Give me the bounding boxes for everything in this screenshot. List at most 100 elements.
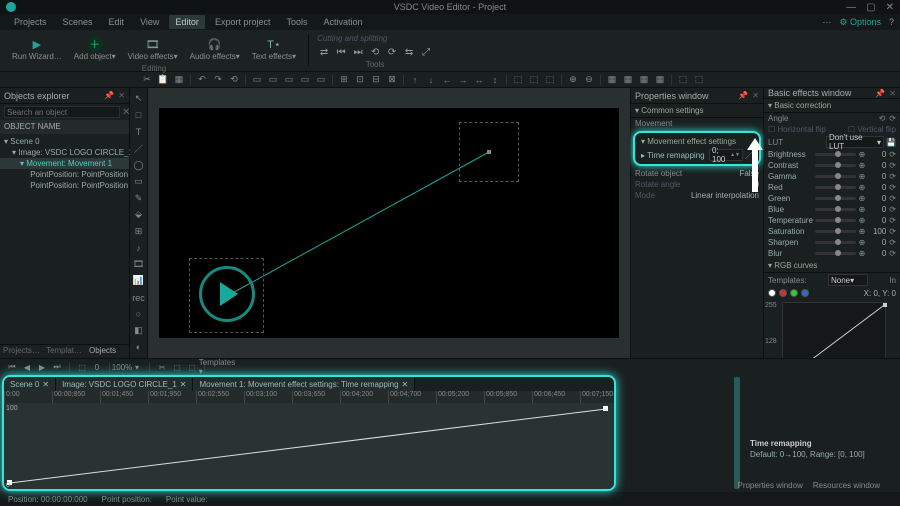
refresh-icon[interactable]: ⟳: [889, 238, 896, 247]
toolbar-icon[interactable]: 📋: [156, 73, 170, 87]
slider-track[interactable]: [815, 208, 856, 211]
toolbar-icon[interactable]: ⊖: [582, 73, 596, 87]
maximize-button[interactable]: ▢: [866, 2, 875, 13]
toolbar-icon[interactable]: →: [456, 73, 470, 87]
menu-scenes[interactable]: Scenes: [57, 15, 99, 29]
timeline-body[interactable]: 100 0: [4, 403, 614, 491]
tool-button[interactable]: ⬙: [132, 208, 146, 222]
toolbar-icon[interactable]: ←: [440, 73, 454, 87]
tab-close-icon[interactable]: ✕: [42, 380, 49, 389]
timeline-ctrl[interactable]: ▾: [131, 361, 143, 373]
slider-track[interactable]: [815, 241, 856, 244]
timeline-ctrl[interactable]: ✂: [156, 361, 168, 373]
slider-track[interactable]: [815, 219, 856, 222]
search-input[interactable]: [4, 106, 120, 118]
tool-button[interactable]: ◧: [132, 324, 146, 338]
tool-button[interactable]: ✎: [132, 191, 146, 205]
timeline-ctrl[interactable]: ⬚: [76, 361, 88, 373]
tab-resources[interactable]: Resources window: [813, 481, 880, 490]
tree-node[interactable]: PointPosition: PointPosition 1: [0, 180, 129, 191]
tool-button[interactable]: ⊞: [132, 225, 146, 239]
help-button[interactable]: ?: [889, 17, 894, 28]
slider-track[interactable]: [815, 252, 856, 255]
tool-button[interactable]: ◯: [132, 158, 146, 172]
toolbar-icon[interactable]: ⊡: [353, 73, 367, 87]
reset-icon[interactable]: ⊕: [859, 150, 866, 159]
toolbar-icon[interactable]: ▭: [266, 73, 280, 87]
channel-all[interactable]: [768, 289, 776, 297]
menu-activation[interactable]: Activation: [317, 15, 368, 29]
tool-button[interactable]: ／: [132, 142, 146, 156]
toolbar-icon[interactable]: ↔: [472, 73, 486, 87]
toolbar-icon[interactable]: ▦: [605, 73, 619, 87]
ribbon-video-effects-[interactable]: 🎞Video effects▾: [124, 34, 182, 63]
section-movement[interactable]: ▾ Movement effect settings: [637, 135, 757, 148]
panel-close-icon[interactable]: ✕: [889, 89, 896, 98]
toolbar-icon[interactable]: ▭: [250, 73, 264, 87]
minimize-button[interactable]: —: [846, 2, 856, 13]
toolbar-icon[interactable]: ⟲: [227, 73, 241, 87]
toolbar-icon[interactable]: ▦: [653, 73, 667, 87]
explorer-tab[interactable]: Projects…: [0, 344, 43, 358]
reset-icon[interactable]: ⊕: [859, 227, 866, 236]
tool-icon[interactable]: ⏭: [351, 45, 365, 59]
section-common[interactable]: ▾ Common settings: [631, 104, 763, 118]
timeline-ruler[interactable]: 0:0000:00;85000:01;45000:01;95000:02;550…: [4, 391, 614, 403]
timeline-ctrl[interactable]: 0: [91, 361, 103, 373]
tree-node[interactable]: ▾ Movement: Movement 1: [0, 158, 129, 169]
refresh-icon[interactable]: ⟳: [889, 172, 896, 181]
explorer-tab[interactable]: Objects …: [86, 344, 129, 358]
refresh-icon[interactable]: ⟳: [889, 150, 896, 159]
reset-icon[interactable]: ⊕: [859, 205, 866, 214]
panel-close-icon[interactable]: ✕: [752, 91, 759, 100]
ribbon-add-object-[interactable]: ＋Add object▾: [70, 34, 120, 63]
lut-save-icon[interactable]: 💾: [886, 138, 896, 147]
options-button[interactable]: ⚙ Options: [839, 17, 881, 28]
toolbar-icon[interactable]: ↑: [408, 73, 422, 87]
close-button[interactable]: ✕: [886, 2, 894, 13]
reset-icon[interactable]: ⊕: [859, 216, 866, 225]
menu-view[interactable]: View: [134, 15, 165, 29]
refresh-icon[interactable]: ⟳: [889, 227, 896, 236]
refresh-icon[interactable]: ⟳: [889, 161, 896, 170]
reset-icon[interactable]: ⊕: [859, 194, 866, 203]
tool-button[interactable]: ▭: [132, 175, 146, 189]
toolbar-icon[interactable]: ⊟: [369, 73, 383, 87]
time-remapping-field[interactable]: 0; 100▲▼: [709, 149, 743, 161]
template-select[interactable]: None ▾: [828, 274, 868, 286]
timeline-ctrl[interactable]: 100%: [116, 361, 128, 373]
toolbar-icon[interactable]: ⬚: [543, 73, 557, 87]
toolbar-icon[interactable]: ⊕: [566, 73, 580, 87]
tree-node[interactable]: ▾ Scene 0: [0, 136, 129, 147]
channel-red[interactable]: [779, 289, 787, 297]
tab-close-icon[interactable]: ✕: [180, 380, 187, 389]
toolbar-icon[interactable]: ▭: [314, 73, 328, 87]
lut-select[interactable]: Don't use LUT ▾: [826, 136, 884, 148]
tab-properties[interactable]: Properties window: [737, 481, 802, 490]
toolbar-icon[interactable]: ▦: [621, 73, 635, 87]
tool-button[interactable]: 📊: [132, 274, 146, 288]
logo-play-icon[interactable]: [199, 266, 255, 322]
timeline-tab[interactable]: Image: VSDC LOGO CIRCLE_1 ✕: [56, 377, 193, 391]
toolbar-icon[interactable]: ↷: [211, 73, 225, 87]
rotate-left-icon[interactable]: ⟲: [879, 114, 886, 123]
refresh-icon[interactable]: ⟳: [889, 205, 896, 214]
section-basic-correction[interactable]: ▾ Basic correction: [764, 99, 900, 113]
refresh-icon[interactable]: ⟳: [889, 216, 896, 225]
slider-track[interactable]: [815, 186, 856, 189]
slider-track[interactable]: [815, 197, 856, 200]
reset-icon[interactable]: ⊕: [859, 161, 866, 170]
explorer-tab[interactable]: Templat…: [43, 344, 86, 358]
reset-icon[interactable]: ⊕: [859, 238, 866, 247]
pin-icon[interactable]: 📌: [875, 89, 885, 98]
refresh-icon[interactable]: ⟳: [889, 194, 896, 203]
pin-icon[interactable]: 📌: [738, 91, 748, 100]
tab-close-icon[interactable]: ✕: [402, 380, 409, 389]
tool-button[interactable]: ○: [132, 307, 146, 321]
timeline-ctrl[interactable]: ▶: [36, 361, 48, 373]
panel-close-icon[interactable]: ✕: [118, 91, 125, 100]
toolbar-icon[interactable]: ⬚: [511, 73, 525, 87]
tool-icon[interactable]: ⟳: [385, 45, 399, 59]
timeline-tab[interactable]: Movement 1: Movement effect settings: Ti…: [193, 377, 415, 391]
toolbar-icon[interactable]: ⬚: [527, 73, 541, 87]
